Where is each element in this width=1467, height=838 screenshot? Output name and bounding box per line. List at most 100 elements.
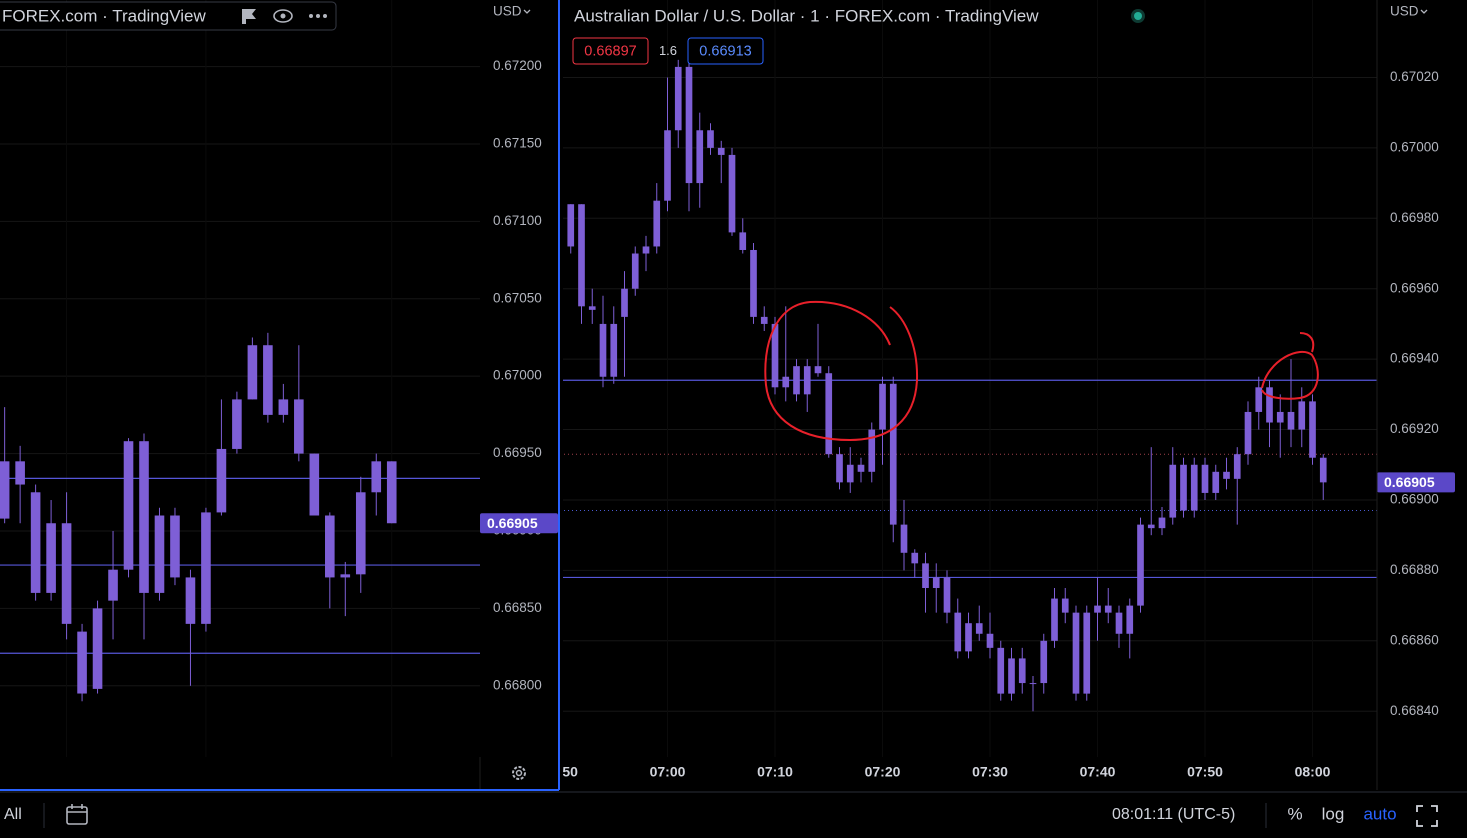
candle-body xyxy=(30,492,41,593)
y-tick-label: 0.67020 xyxy=(1390,69,1439,84)
currency-label: USD xyxy=(493,4,522,19)
y-tick-label: 0.66920 xyxy=(1390,421,1439,436)
y-tick-label: 0.67200 xyxy=(493,58,542,73)
candle-body xyxy=(1287,411,1295,430)
candle-body xyxy=(1180,464,1187,511)
clock: 08:01:11 (UTC-5) xyxy=(1112,806,1235,823)
settings-icon xyxy=(515,769,523,777)
candle-body xyxy=(201,512,211,624)
candle-body xyxy=(879,383,886,430)
candle-body xyxy=(1008,658,1015,694)
settings-icon[interactable] xyxy=(512,766,526,780)
eye-icon xyxy=(280,13,286,19)
plot-area xyxy=(563,0,1377,757)
candle-body xyxy=(1104,605,1112,613)
candle-body xyxy=(0,461,10,519)
candle-body xyxy=(986,633,994,648)
candle-body xyxy=(1158,517,1166,529)
time-axis: 06:50 07:00 07:10 07:20 07:30 07:40 07:50 08:00 xyxy=(563,764,1331,780)
x-tick-label: 07:00 xyxy=(650,764,686,780)
candle-body xyxy=(139,441,149,593)
y-tick-label: 0.66940 xyxy=(1390,351,1439,366)
candle-body xyxy=(1018,658,1026,684)
candle-body xyxy=(1115,612,1123,634)
candle-body xyxy=(1233,454,1241,479)
log-button[interactable]: log xyxy=(1322,804,1345,823)
candle-body xyxy=(1072,612,1080,694)
candle-body xyxy=(1201,464,1209,493)
percent-button[interactable]: % xyxy=(1287,804,1302,823)
spread: 1.6 xyxy=(659,43,677,58)
candle-body xyxy=(1051,598,1058,641)
candle-body xyxy=(803,366,811,395)
candle-body xyxy=(631,253,639,289)
y-tick-label: 0.66800 xyxy=(493,677,542,692)
candle-body xyxy=(232,399,242,449)
price-axis: USD 0.67020 0.67000 0.66980 0.66960 0.66940 0.… xyxy=(1377,4,1455,718)
status-dot xyxy=(1134,12,1142,20)
candle-body xyxy=(857,464,865,472)
last-price-label: 0.66905 xyxy=(487,515,538,531)
candle-body xyxy=(674,66,682,131)
left-chart: USD 0.67200 0.67150 0.67100 0.67050 0.67000 0.… xyxy=(0,0,558,757)
date-range-icon[interactable] xyxy=(66,804,88,825)
y-tick-label: 0.66860 xyxy=(1390,632,1439,647)
annotation-circle xyxy=(764,300,919,442)
candle-body xyxy=(1223,471,1230,479)
candle-body xyxy=(1126,605,1134,634)
candle-body xyxy=(578,204,585,307)
y-tick-label: 0.66950 xyxy=(493,445,542,460)
candle-body xyxy=(170,515,180,578)
candle-body xyxy=(1190,464,1198,511)
more-icon[interactable] xyxy=(309,14,327,18)
candle-body xyxy=(309,453,320,516)
candle-body xyxy=(123,441,134,570)
candle-body xyxy=(1276,411,1284,423)
fullscreen-icon[interactable] xyxy=(1416,805,1438,827)
bid-box[interactable] xyxy=(572,37,649,65)
candle-body xyxy=(216,448,227,513)
currency-chevron xyxy=(1420,9,1428,14)
candle-body xyxy=(793,366,800,395)
y-tick-label: 0.66880 xyxy=(1390,562,1439,577)
candle-body xyxy=(77,631,87,694)
candle-body xyxy=(782,376,790,388)
candle-body xyxy=(825,373,833,455)
candle-body xyxy=(610,323,618,377)
candle-body xyxy=(185,577,196,624)
candle-body xyxy=(664,130,671,201)
plot-area xyxy=(0,0,480,757)
candle-body xyxy=(1244,411,1252,455)
x-tick-label: 08:00 xyxy=(1295,764,1331,780)
candle-body xyxy=(911,552,919,564)
candle-body xyxy=(154,515,165,593)
y-tick-label: 0.67000 xyxy=(1390,139,1439,154)
candle-body xyxy=(108,569,118,601)
last-price-tag xyxy=(1377,472,1455,493)
eye-icon[interactable] xyxy=(273,9,293,23)
auto-button[interactable]: auto xyxy=(1363,804,1396,823)
y-tick-label: 0.67050 xyxy=(493,290,542,305)
candle-body xyxy=(868,429,876,472)
candle-body xyxy=(61,523,72,624)
candle-body xyxy=(1298,401,1306,430)
flag-icon[interactable] xyxy=(242,9,256,24)
y-tick-label: 0.66900 xyxy=(1390,492,1439,507)
candle-body xyxy=(750,249,757,317)
annotation-circle xyxy=(1261,332,1319,400)
candle-body xyxy=(1083,612,1091,694)
candle-body xyxy=(728,154,736,233)
ask-price: 0.66913 xyxy=(699,43,751,59)
range-button[interactable]: All xyxy=(4,806,22,823)
last-price-tag xyxy=(480,513,558,534)
candle-body xyxy=(836,454,843,483)
candle-body xyxy=(707,130,714,148)
candle-body xyxy=(696,130,704,184)
ask-box[interactable] xyxy=(687,37,764,65)
x-tick-label: 07:50 xyxy=(1187,764,1223,780)
candle-body xyxy=(814,366,822,374)
candle-body xyxy=(642,246,650,254)
